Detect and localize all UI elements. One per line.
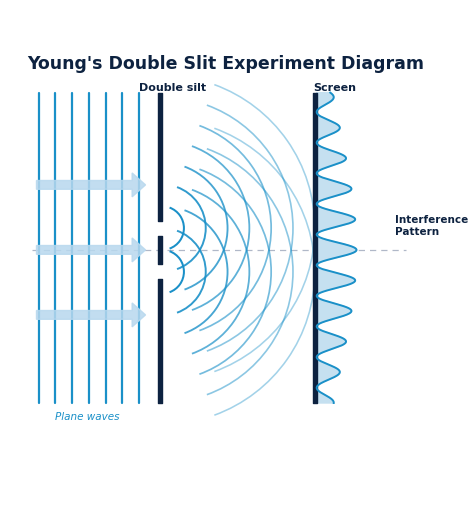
FancyArrow shape <box>36 304 146 327</box>
FancyArrow shape <box>36 238 146 262</box>
Text: Plane waves: Plane waves <box>55 412 119 422</box>
FancyArrow shape <box>36 174 146 197</box>
Text: Double silt: Double silt <box>139 83 206 92</box>
Text: Screen: Screen <box>313 83 356 92</box>
Text: Interference
Pattern: Interference Pattern <box>395 215 468 236</box>
Text: Young's Double Slit Experiment Diagram: Young's Double Slit Experiment Diagram <box>27 55 424 73</box>
